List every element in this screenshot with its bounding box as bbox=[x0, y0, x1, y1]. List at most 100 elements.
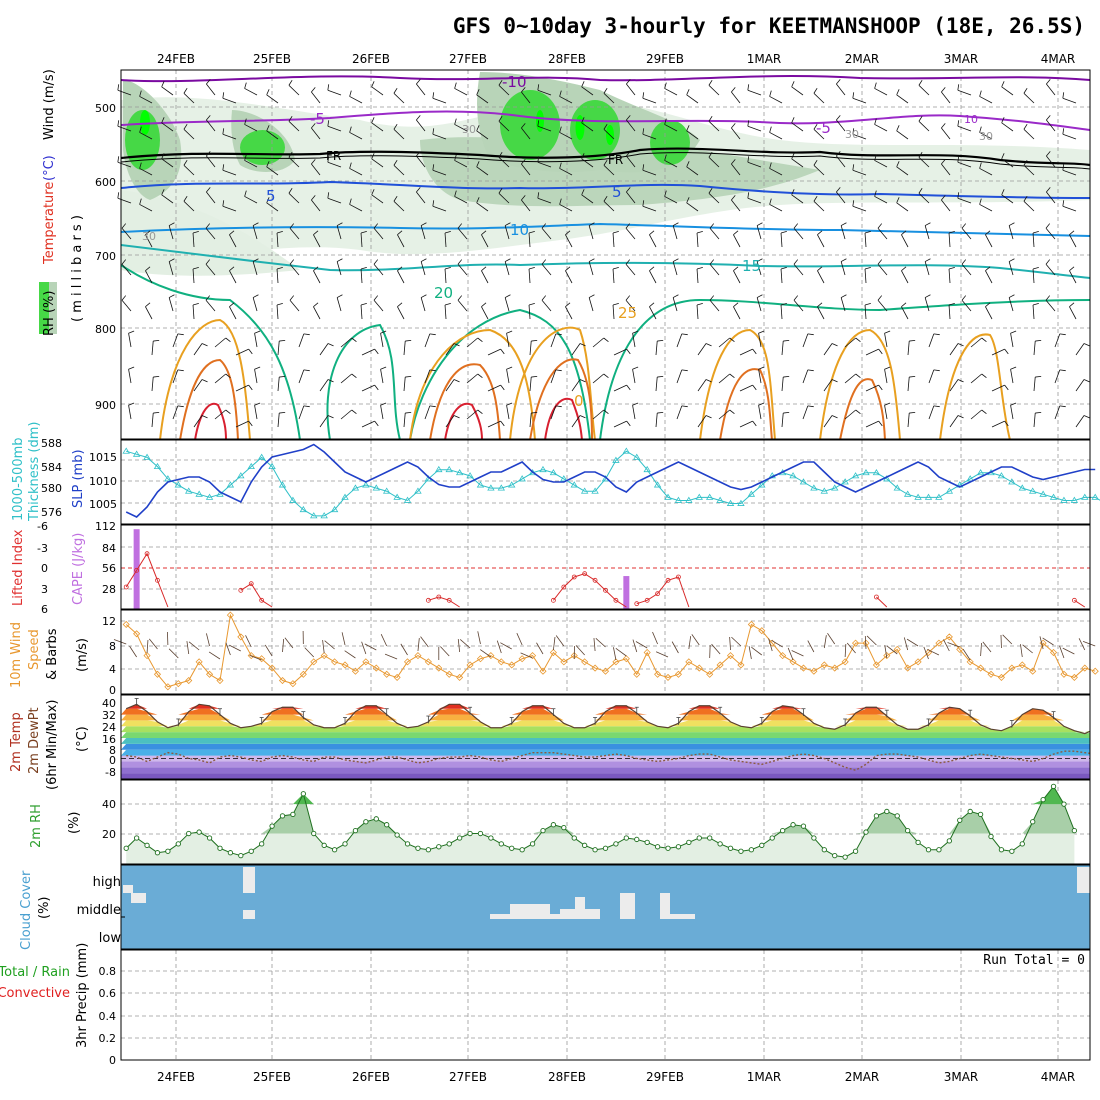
wind-barb bbox=[229, 266, 235, 271]
temp-axis-label-3: (6hr Min/Max) bbox=[45, 700, 60, 790]
wind-barb bbox=[852, 169, 867, 176]
wind-barb bbox=[252, 222, 259, 226]
surface-wind-barb bbox=[691, 634, 700, 646]
wind-speed-point bbox=[977, 664, 985, 672]
wind-barb bbox=[836, 151, 841, 157]
pressure-axis-label: ( m i l l i b a r s ) bbox=[70, 215, 85, 322]
wind-barb bbox=[708, 115, 713, 122]
li-tick: 0 bbox=[41, 562, 48, 575]
wind-barb bbox=[168, 222, 175, 226]
rh-point bbox=[311, 830, 317, 837]
wind-barb bbox=[313, 230, 319, 235]
wind-barb bbox=[183, 195, 188, 202]
surface-wind-barb bbox=[1078, 638, 1086, 651]
wind-barb bbox=[276, 267, 283, 270]
thickness-point bbox=[435, 465, 443, 473]
wind-barb bbox=[581, 194, 594, 204]
wind-barb bbox=[896, 89, 900, 95]
surface-wind-barb bbox=[341, 632, 346, 646]
wind-speed-point bbox=[997, 673, 1006, 681]
wind-barb bbox=[537, 197, 552, 204]
wind-barb bbox=[949, 415, 959, 428]
rh-point bbox=[227, 850, 234, 856]
rh-point bbox=[811, 835, 817, 841]
wind-barb bbox=[813, 123, 818, 130]
li-point bbox=[248, 581, 254, 587]
wind-barb bbox=[864, 269, 867, 284]
thickness-point bbox=[164, 475, 172, 482]
wind-speed-point bbox=[1029, 667, 1037, 675]
wind-barb bbox=[756, 297, 762, 312]
wind-barb bbox=[1010, 369, 1014, 384]
wind-barb bbox=[642, 92, 645, 99]
wind-barb bbox=[802, 369, 809, 384]
wind-barb bbox=[933, 405, 940, 408]
rh-point bbox=[1040, 797, 1046, 803]
wind-barb bbox=[649, 306, 657, 320]
wind-barb bbox=[298, 405, 305, 420]
wind-barb bbox=[432, 128, 435, 135]
wind-barb bbox=[948, 269, 951, 284]
wind-barb bbox=[528, 269, 531, 284]
rh-point bbox=[863, 829, 869, 835]
cape-bar bbox=[623, 576, 630, 609]
wind-barb bbox=[1032, 231, 1039, 234]
wind-barb bbox=[884, 369, 888, 384]
wind-barb bbox=[979, 198, 982, 205]
rh-point bbox=[321, 842, 327, 848]
thickness-point bbox=[205, 493, 214, 500]
wind-barb bbox=[225, 409, 231, 415]
wind-speed-point bbox=[654, 670, 662, 678]
wind-barb bbox=[991, 384, 1005, 392]
rh-legend-swatch-light bbox=[49, 282, 57, 334]
wind-speed-point bbox=[445, 670, 453, 678]
wind-barb bbox=[747, 192, 750, 199]
wind-barb bbox=[896, 94, 909, 104]
wind-barb bbox=[457, 300, 468, 312]
wind-barb bbox=[686, 202, 699, 212]
wind-barb bbox=[161, 86, 174, 96]
wind-barb bbox=[498, 115, 503, 122]
rh-point bbox=[1061, 801, 1067, 807]
wind-barb bbox=[289, 295, 295, 301]
wind-barb bbox=[235, 420, 249, 428]
temperature-contours bbox=[120, 75, 1091, 441]
wind-barb bbox=[676, 333, 683, 348]
wind-barb bbox=[420, 258, 427, 262]
temperature-contour bbox=[159, 318, 1011, 441]
wind-barb bbox=[139, 204, 153, 212]
li-point bbox=[665, 577, 671, 583]
wind-speed-point bbox=[226, 611, 234, 619]
cape-tick: 112 bbox=[95, 520, 116, 533]
wind-barb bbox=[813, 195, 818, 202]
wind-barb bbox=[565, 270, 573, 284]
wind-barb bbox=[686, 130, 699, 140]
surface-wind-barb bbox=[186, 641, 190, 655]
rh-point bbox=[206, 835, 213, 841]
wind-barb bbox=[254, 405, 258, 420]
surface-wind-barb bbox=[344, 650, 356, 659]
cape-grid bbox=[121, 525, 1090, 609]
wind-speed-point bbox=[685, 658, 693, 666]
thickness-point bbox=[226, 481, 235, 488]
wind-barb bbox=[807, 369, 814, 372]
wind-speed-point bbox=[456, 673, 464, 681]
wind-barb bbox=[498, 84, 510, 96]
wind-barb bbox=[498, 79, 503, 86]
wind-barb bbox=[420, 297, 426, 312]
wind-barb bbox=[371, 194, 384, 204]
wind-barb bbox=[672, 294, 679, 298]
wind-barb bbox=[813, 164, 825, 176]
thickness-point bbox=[914, 493, 922, 500]
wind-barb bbox=[918, 192, 930, 204]
rh-point bbox=[550, 822, 557, 828]
surface-wind-barb bbox=[595, 638, 606, 648]
wind-barb bbox=[928, 369, 935, 384]
top-date-label: 2MAR bbox=[845, 52, 880, 66]
upper-wind-barbs bbox=[117, 79, 1090, 428]
wind-barb bbox=[1023, 87, 1028, 94]
wind-barb bbox=[625, 228, 636, 240]
wind-speed-point bbox=[258, 655, 266, 663]
wind-barb bbox=[380, 405, 384, 420]
wind-barb bbox=[565, 230, 571, 235]
